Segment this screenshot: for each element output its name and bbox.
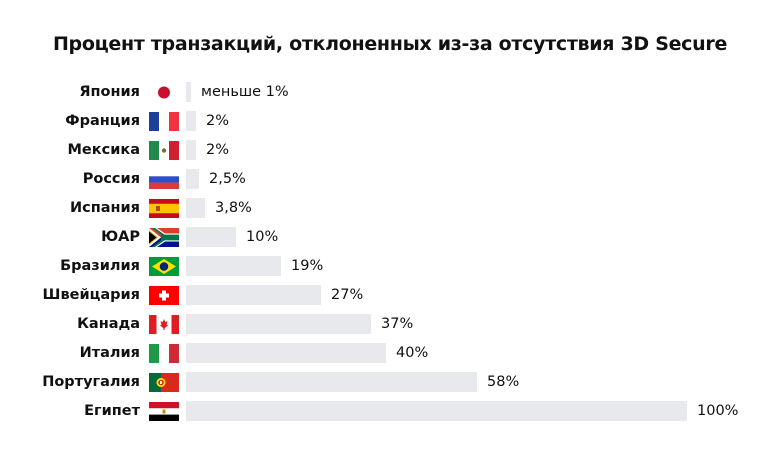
category-label: ЮАР [101,229,140,245]
russia-flag-icon [149,170,179,189]
brazil-flag-icon [149,257,179,276]
chart-row: Испания 3,8% [0,197,780,219]
value-label: 2,5% [209,171,246,187]
chart-row: Франция 2% [0,110,780,132]
category-label: Италия [79,345,140,361]
category-label: Бразилия [60,258,140,274]
bar [186,198,205,218]
category-label: Франция [65,113,140,129]
chart-row: Мексика 2% [0,139,780,161]
spain-flag-icon [149,199,179,218]
bar [186,285,321,305]
chart-row: Бразилия 19% [0,255,780,277]
category-label: Египет [84,403,140,419]
value-label: 100% [697,403,739,419]
category-label: Испания [69,200,140,216]
chart-row: Египет 100% [0,400,780,422]
mexico-flag-icon [149,141,179,160]
category-label: Россия [82,171,140,187]
value-label: 37% [381,316,414,332]
bar [186,256,281,276]
france-flag-icon [149,112,179,131]
category-label: Канада [77,316,140,332]
bar [186,169,199,189]
category-label: Мексика [67,142,141,158]
bar [186,401,687,421]
chart-title: Процент транзакций, отклоненных из-за от… [52,33,728,55]
south-africa-flag-icon [149,228,179,247]
egypt-flag-icon [149,402,179,421]
value-label: меньше 1% [201,84,289,100]
chart-row: Россия 2,5% [0,168,780,190]
category-label: Португалия [42,374,140,390]
bar [186,314,371,334]
value-label: 40% [396,345,429,361]
value-label: 19% [291,258,324,274]
value-label: 10% [246,229,279,245]
chart-row: Италия 40% [0,342,780,364]
value-label: 3,8% [215,200,252,216]
category-label: Швейцария [42,287,140,303]
bar [186,82,191,102]
bar [186,111,196,131]
value-label: 58% [487,374,520,390]
bar [186,372,477,392]
chart-row: Канада 37% [0,313,780,335]
category-label: Япония [79,84,140,100]
japan-flag-icon [149,83,179,102]
chart-row: Португалия 58% [0,371,780,393]
switzerland-flag-icon [149,286,179,305]
bar [186,343,386,363]
italy-flag-icon [149,344,179,363]
chart-row: Япония меньше 1% [0,81,780,103]
bar [186,227,236,247]
bar [186,140,196,160]
chart-row: ЮАР 10% [0,226,780,248]
chart-row: Швейцария 27% [0,284,780,306]
value-label: 2% [206,113,230,129]
value-label: 2% [206,142,230,158]
value-label: 27% [331,287,364,303]
canada-flag-icon [149,315,179,334]
portugal-flag-icon [149,373,179,392]
